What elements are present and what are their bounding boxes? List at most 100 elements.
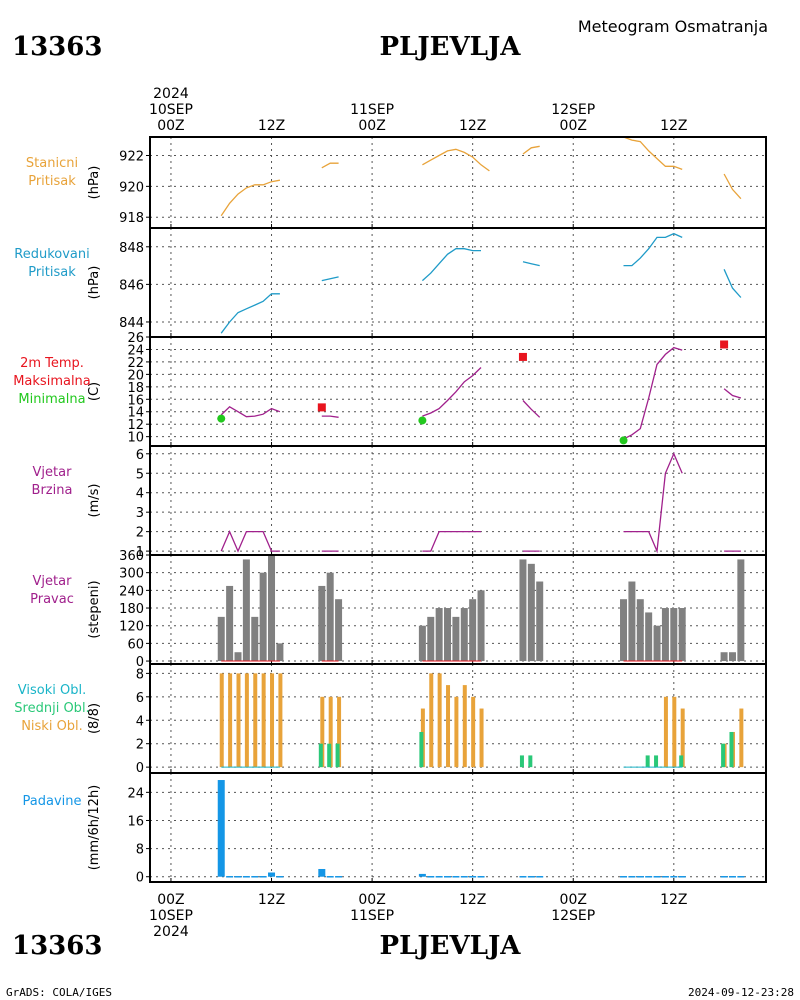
series-line (723, 388, 742, 399)
time-label-bottom: 00Z (560, 892, 587, 908)
y-tick-label: 20 (127, 368, 144, 383)
wind-dir-bar (519, 559, 527, 662)
y-tick-label: 0 (136, 871, 144, 886)
precip-bar (620, 876, 628, 878)
series-label: Pritisak (28, 265, 76, 280)
y-tick-label: 848 (119, 241, 144, 256)
wind-dir-bar (728, 652, 736, 662)
cloud-low-bar (253, 673, 258, 768)
cloud-low-bar (244, 673, 249, 768)
y-tick-label: 3 (136, 506, 144, 521)
wind-dir-bar (720, 652, 728, 662)
wind-dir-bar (670, 608, 678, 662)
wind-dir-bar (427, 616, 435, 662)
cloud-mid-bar (528, 755, 533, 768)
wind-dir-bar (444, 608, 452, 662)
y-tick-label: 240 (119, 584, 144, 599)
y-tick-label: 0 (136, 655, 144, 670)
series-line (321, 276, 339, 282)
footer-credit: GrADS: COLA/IGES (6, 986, 112, 999)
time-label-top: 11SEP (350, 102, 394, 118)
y-tick-label: 12 (127, 418, 144, 433)
tmin-marker (217, 414, 226, 423)
wind-dir-bar (276, 643, 284, 662)
station-name-top: PLJEVLJA (380, 32, 522, 62)
precip-bar (728, 876, 736, 878)
wind-dir-bar (460, 608, 468, 662)
series-line (522, 261, 540, 267)
panel-wind_speed: 1 2 3 4 5 6 (m/s) Vjetar Brzina (32, 445, 767, 560)
series-line (220, 405, 281, 418)
cloud-low-bar (328, 696, 333, 768)
cloud-mid-bar (654, 755, 659, 768)
y-tick-label: 918 (119, 211, 144, 226)
panel-precipitation: 0 8 16 24 (mm/6h/12h) Padavine (23, 772, 767, 886)
wind-dir-bar (242, 559, 250, 662)
y-tick-label: 180 (119, 602, 144, 617)
tmin-marker (418, 416, 427, 425)
time-label-top: 12Z (660, 118, 687, 134)
precip-bar (326, 876, 334, 878)
cloud-low-bar (739, 708, 744, 768)
wind-dir-bar (469, 599, 477, 662)
cloud-low-bar (429, 673, 434, 768)
y-tick-label: 8 (136, 667, 144, 682)
wind-dir-bar (251, 616, 259, 662)
y-tick-label: 14 (127, 406, 144, 421)
wind-dir-bar (217, 616, 225, 662)
precip-bar (737, 876, 745, 878)
series-line (522, 145, 540, 155)
y-tick-label: 16 (127, 814, 144, 829)
unit-label: (hPa) (87, 266, 102, 300)
wind-dir-bar (335, 599, 343, 662)
precip-bar (636, 876, 644, 878)
series-line (220, 529, 280, 553)
time-label-bottom: 00Z (358, 892, 385, 908)
cloud-mid-bar (419, 731, 424, 768)
wind-dir-bar (435, 608, 443, 662)
cloud-mid-bar (519, 755, 524, 768)
precip-bar (444, 876, 452, 878)
wind-dir-bar (653, 625, 661, 662)
unit-label: (mm/6h/12h) (87, 785, 102, 871)
series-line (422, 148, 490, 172)
precip-bar (670, 876, 678, 878)
cloud-mid-bar (721, 743, 726, 768)
y-tick-label: 8 (136, 843, 144, 858)
series-line (723, 173, 742, 200)
time-label-top: 00Z (358, 118, 385, 134)
time-label-top: 00Z (560, 118, 587, 134)
time-label-top: 10SEP (149, 102, 193, 118)
cloud-low-bar (663, 696, 668, 768)
cloud-low-bar (437, 673, 442, 768)
cloud-mid-bar (327, 743, 332, 768)
station-id-bottom: 13363 (12, 931, 102, 961)
series-label: Srednji Obl. (14, 701, 89, 716)
cloud-low-bar (446, 685, 451, 768)
series-line (623, 232, 683, 267)
y-tick-label: 4 (136, 487, 144, 502)
y-tick-label: 4 (136, 714, 144, 729)
time-label-bottom: 10SEP (149, 908, 193, 924)
series-line (522, 400, 541, 418)
wind-dir-bar (477, 590, 485, 662)
precip-bar (527, 876, 535, 878)
wind-dir-bar (536, 581, 544, 662)
series-label: Pritisak (28, 174, 76, 189)
precip-bar (628, 876, 636, 878)
tmax-marker (518, 352, 527, 361)
cloud-low-bar (278, 673, 283, 768)
y-tick-label: 844 (119, 316, 144, 331)
wind-dir-bar (326, 572, 334, 662)
wind-dir-bar (418, 625, 426, 662)
y-tick-label: 2 (136, 526, 144, 541)
cloud-mid-bar (318, 743, 323, 768)
cloud-low-bar (680, 708, 685, 768)
series-label: Minimalna (18, 392, 85, 407)
precip-bar (242, 876, 250, 878)
wind-dir-bar (661, 608, 669, 662)
y-tick-label: 360 (119, 549, 144, 564)
wind-dir-bar (636, 599, 644, 662)
time-label-bottom: 12Z (459, 892, 486, 908)
y-tick-label: 300 (119, 567, 144, 582)
